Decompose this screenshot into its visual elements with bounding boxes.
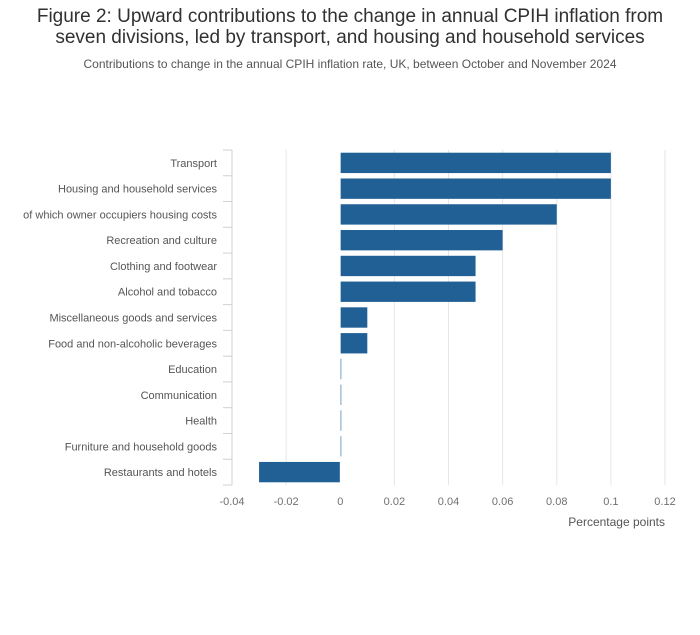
bar[interactable] [340,410,342,431]
chart-title-line-1: Figure 2: Upward contributions to the ch… [36,6,664,27]
category-label: Health [185,416,217,428]
gridlines [231,150,666,485]
category-label: Education [168,364,217,376]
bar[interactable] [259,461,341,483]
bar[interactable] [340,204,557,225]
category-label: Recreation and culture [106,235,217,247]
bar[interactable] [340,358,342,380]
bar[interactable] [340,307,368,328]
x-axis-title: Percentage points [568,515,665,529]
x-tick-label: 0.1 [603,496,618,508]
bar[interactable] [340,230,503,251]
bar[interactable] [340,384,342,405]
bar[interactable] [340,255,476,277]
category-label: Restaurants and hotels [104,467,218,479]
chart-title: Figure 2: Upward contributions to the ch… [0,6,700,48]
category-label: Furniture and household goods [65,441,218,453]
bar[interactable] [340,178,611,199]
x-tick-label: 0.06 [492,496,513,508]
x-tick-label: 0.04 [438,496,459,508]
bar[interactable] [340,436,342,457]
category-label: of which owner occupiers housing costs [23,209,217,221]
category-label: Communication [141,390,217,402]
bar-series [259,152,611,483]
category-label: Housing and household services [58,184,217,196]
y-axis: Transport Housing and household services o… [23,149,233,486]
chart-title-line-2: seven divisions, led by transport, and h… [55,27,645,48]
x-tick-label: 0.08 [546,496,567,508]
category-label: Food and non-alcoholic beverages [48,338,217,350]
x-tick-label: -0.04 [219,496,244,508]
bar[interactable] [340,333,368,354]
x-tick-label: 0.12 [654,496,675,508]
chart-subtitle: Contributions to change in the annual CP… [83,57,617,71]
category-label: Transport [170,158,217,170]
category-label: Miscellaneous goods and services [49,313,217,325]
bar[interactable] [340,281,476,302]
x-tick-label: 0.02 [384,496,405,508]
bar[interactable] [340,152,611,174]
x-tick-label: -0.02 [274,496,299,508]
category-label: Clothing and footwear [110,261,217,273]
category-label: Alcohol and tobacco [118,287,217,299]
x-tick-label: 0 [337,496,343,508]
x-axis: -0.04 -0.02 0 0.02 0.04 0.06 0.08 0.1 0.12 [219,496,675,508]
